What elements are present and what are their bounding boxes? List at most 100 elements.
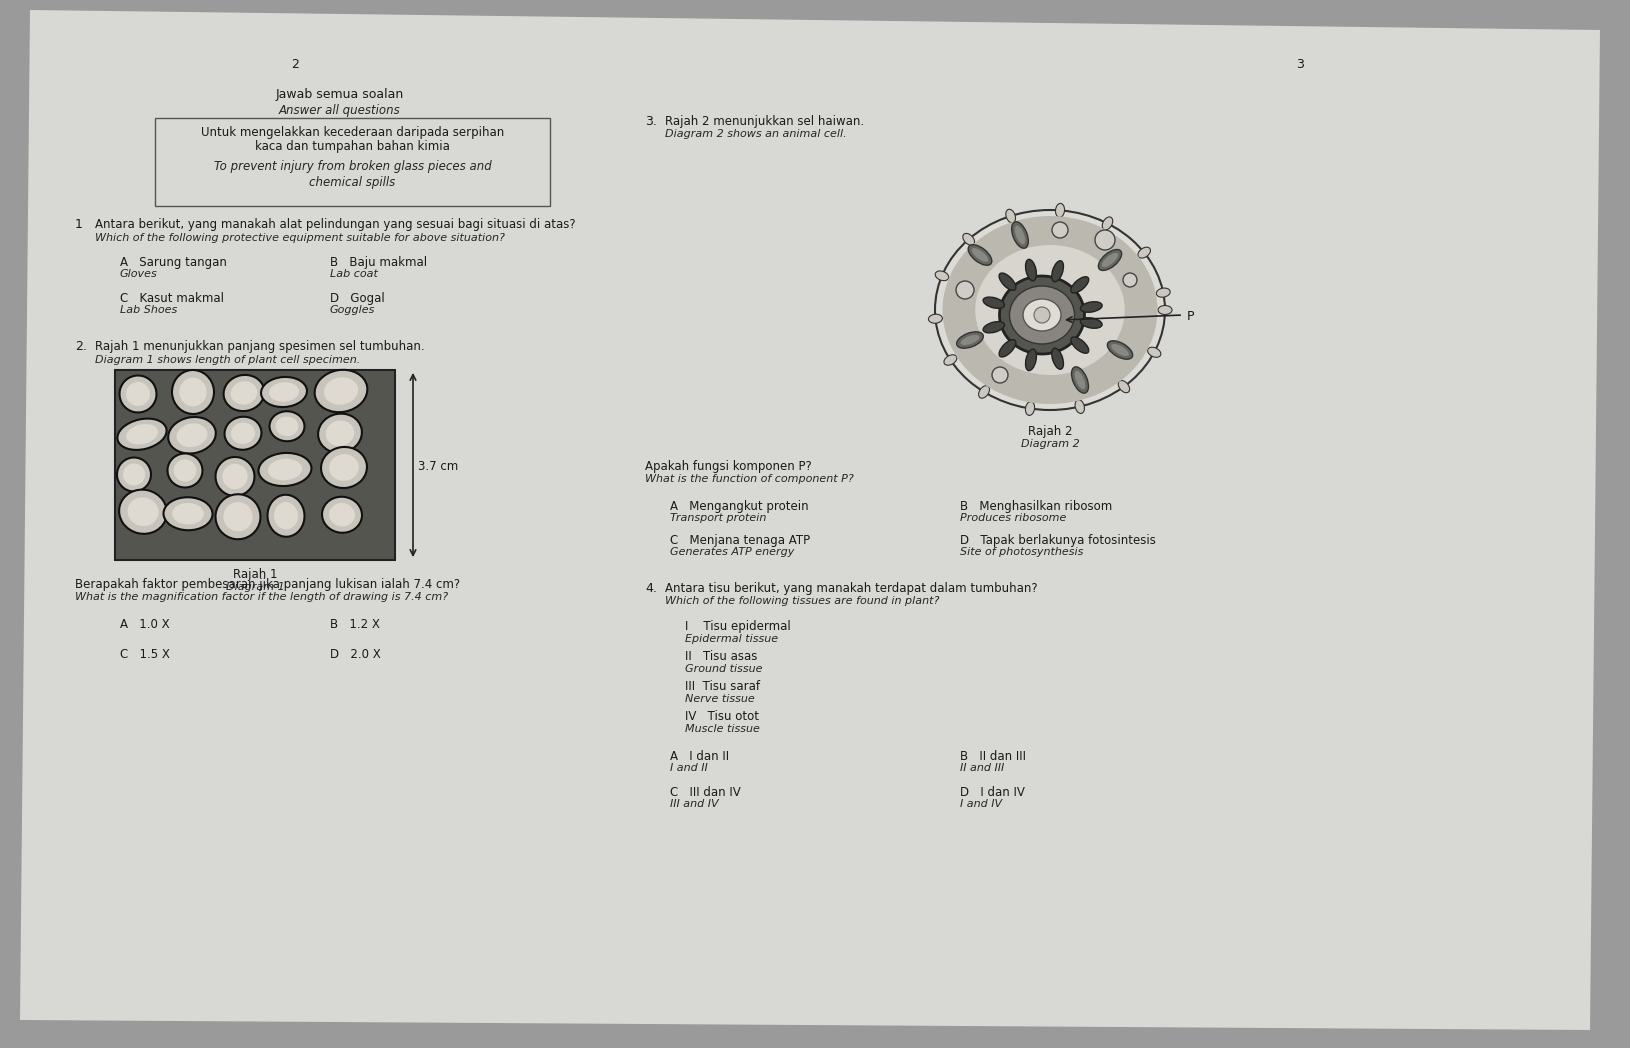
Text: Which of the following protective equipment suitable for above situation?: Which of the following protective equipm… [95, 233, 505, 243]
Ellipse shape [324, 377, 359, 405]
Ellipse shape [1051, 348, 1063, 369]
Ellipse shape [934, 271, 949, 281]
Text: Goggles: Goggles [329, 305, 375, 315]
Ellipse shape [122, 463, 145, 485]
Text: Muscle tissue: Muscle tissue [685, 724, 760, 734]
Ellipse shape [231, 422, 254, 444]
Circle shape [1094, 230, 1115, 250]
Text: A   Mengangkut protein: A Mengangkut protein [670, 500, 808, 514]
Circle shape [1123, 272, 1136, 287]
Text: 4.: 4. [644, 582, 657, 595]
Text: Produces ribosome: Produces ribosome [960, 514, 1066, 523]
Text: A   1.0 X: A 1.0 X [121, 618, 170, 631]
Ellipse shape [1011, 222, 1027, 248]
Text: Lab coat: Lab coat [329, 269, 378, 279]
Ellipse shape [1006, 210, 1015, 223]
Text: Rajah 2 menunjukkan sel haiwan.: Rajah 2 menunjukkan sel haiwan. [665, 115, 864, 128]
Ellipse shape [1074, 399, 1084, 414]
Ellipse shape [318, 414, 362, 453]
Text: B   Baju makmal: B Baju makmal [329, 256, 427, 269]
Ellipse shape [1025, 259, 1035, 281]
Text: Generates ATP energy: Generates ATP energy [670, 547, 794, 556]
Ellipse shape [1148, 347, 1161, 357]
Text: Nerve tissue: Nerve tissue [685, 694, 755, 704]
Ellipse shape [267, 495, 305, 537]
Ellipse shape [173, 459, 196, 481]
FancyBboxPatch shape [116, 370, 394, 560]
Text: Ground tissue: Ground tissue [685, 664, 763, 674]
Text: B   II dan III: B II dan III [960, 750, 1025, 763]
Circle shape [991, 367, 1007, 383]
Ellipse shape [171, 370, 214, 414]
Ellipse shape [168, 454, 202, 487]
Ellipse shape [1071, 337, 1089, 353]
Text: P: P [1187, 310, 1193, 323]
Text: What is the magnification factor if the length of drawing is 7.4 cm?: What is the magnification factor if the … [75, 592, 448, 602]
Ellipse shape [1071, 367, 1087, 393]
Text: II   Tisu asas: II Tisu asas [685, 650, 756, 663]
Ellipse shape [1079, 302, 1102, 312]
Ellipse shape [126, 424, 158, 444]
Text: Diagram 1: Diagram 1 [225, 582, 284, 592]
Ellipse shape [225, 417, 261, 450]
Ellipse shape [168, 417, 215, 454]
Ellipse shape [968, 245, 991, 265]
Ellipse shape [259, 453, 311, 486]
Text: Antara tisu berikut, yang manakah terdapat dalam tumbuhan?: Antara tisu berikut, yang manakah terdap… [665, 582, 1037, 595]
Text: A   I dan II: A I dan II [670, 750, 729, 763]
Ellipse shape [999, 274, 1015, 290]
Ellipse shape [975, 245, 1125, 375]
Text: B   1.2 X: B 1.2 X [329, 618, 380, 631]
Ellipse shape [223, 502, 253, 531]
Text: Epidermal tissue: Epidermal tissue [685, 634, 778, 645]
Ellipse shape [326, 420, 354, 446]
Text: To prevent injury from broken glass pieces and: To prevent injury from broken glass piec… [214, 160, 491, 173]
Ellipse shape [1074, 371, 1084, 389]
Ellipse shape [1009, 286, 1074, 344]
Ellipse shape [1014, 225, 1025, 244]
Ellipse shape [1138, 247, 1149, 258]
Ellipse shape [999, 340, 1015, 357]
Ellipse shape [1097, 249, 1121, 270]
Text: C   Kasut makmal: C Kasut makmal [121, 292, 223, 305]
Ellipse shape [119, 375, 156, 413]
Ellipse shape [927, 314, 942, 323]
Text: D   Tapak berlakunya fotosintesis: D Tapak berlakunya fotosintesis [960, 534, 1156, 547]
Text: IV   Tisu otot: IV Tisu otot [685, 709, 758, 723]
Ellipse shape [1025, 401, 1033, 415]
Ellipse shape [163, 497, 212, 530]
Text: Site of photosynthesis: Site of photosynthesis [960, 547, 1082, 556]
Ellipse shape [223, 375, 264, 411]
Polygon shape [20, 10, 1599, 1030]
Text: C   Menjana tenaga ATP: C Menjana tenaga ATP [670, 534, 810, 547]
Text: Rajah 1 menunjukkan panjang spesimen sel tumbuhan.: Rajah 1 menunjukkan panjang spesimen sel… [95, 340, 424, 353]
Ellipse shape [329, 454, 359, 481]
Ellipse shape [267, 459, 302, 480]
Ellipse shape [117, 458, 152, 492]
Text: 1: 1 [75, 218, 83, 231]
Ellipse shape [1071, 277, 1089, 293]
Ellipse shape [179, 377, 207, 407]
Ellipse shape [999, 276, 1084, 354]
Text: Jawab semua soalan: Jawab semua soalan [275, 88, 404, 101]
Ellipse shape [934, 210, 1164, 410]
Text: D   Gogal: D Gogal [329, 292, 385, 305]
Text: Lab Shoes: Lab Shoes [121, 305, 178, 315]
Ellipse shape [127, 498, 158, 526]
Ellipse shape [1055, 203, 1064, 217]
Ellipse shape [117, 418, 166, 450]
Text: I    Tisu epidermal: I Tisu epidermal [685, 620, 791, 633]
Circle shape [1033, 307, 1050, 323]
Text: A   Sarung tangan: A Sarung tangan [121, 256, 227, 269]
Text: D   2.0 X: D 2.0 X [329, 648, 380, 661]
FancyBboxPatch shape [155, 118, 549, 206]
Ellipse shape [1102, 217, 1112, 230]
Text: I and IV: I and IV [960, 799, 1001, 809]
Ellipse shape [1157, 306, 1172, 314]
Ellipse shape [261, 377, 306, 407]
Ellipse shape [1022, 299, 1061, 331]
Ellipse shape [126, 381, 150, 406]
Ellipse shape [1051, 261, 1063, 282]
Ellipse shape [1107, 341, 1131, 359]
Ellipse shape [957, 332, 983, 348]
